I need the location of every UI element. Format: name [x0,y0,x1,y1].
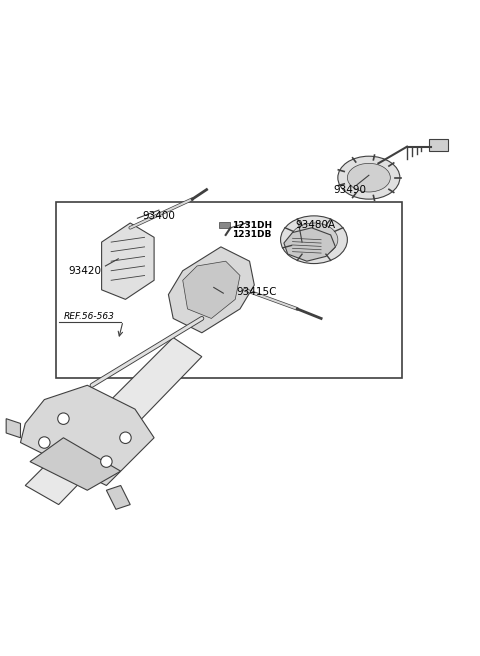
Ellipse shape [290,223,338,256]
Text: 93490: 93490 [333,184,366,195]
Polygon shape [102,223,154,299]
Text: 93415C: 93415C [237,287,277,297]
Text: 1231DB: 1231DB [232,230,272,239]
Polygon shape [6,419,21,438]
Bar [218,222,230,228]
Text: 93420: 93420 [69,266,101,276]
Text: 1231DH: 1231DH [232,221,272,230]
Bar [429,140,447,152]
Ellipse shape [348,163,390,192]
Circle shape [58,413,69,424]
Text: 93480A: 93480A [295,220,335,230]
Polygon shape [21,385,154,485]
Bar [56,201,402,378]
Polygon shape [284,228,336,261]
Circle shape [101,456,112,467]
Ellipse shape [338,156,400,199]
Polygon shape [107,485,130,509]
Circle shape [120,432,131,443]
Polygon shape [168,247,254,333]
Polygon shape [30,438,120,490]
Polygon shape [183,261,240,318]
Ellipse shape [281,216,348,264]
Text: REF.56-563: REF.56-563 [64,312,115,321]
Polygon shape [25,338,202,504]
Circle shape [38,437,50,448]
Text: 93400: 93400 [143,211,175,221]
